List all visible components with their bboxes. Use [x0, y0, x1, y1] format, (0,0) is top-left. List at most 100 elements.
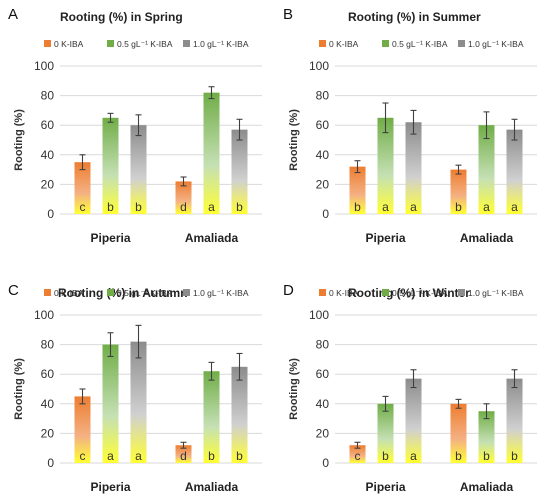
legend-swatch-2	[458, 40, 465, 47]
bar-piperia-series-2	[130, 125, 147, 214]
y-tick-label-60: 60	[41, 367, 55, 381]
legend-label-0: 0 K-IBA	[54, 288, 84, 298]
y-axis-label: Rooting (%)	[13, 358, 25, 420]
y-tick-label-80: 80	[316, 338, 330, 352]
error-bar-amaliada-series-0	[180, 176, 187, 187]
sig-letter-piperia-series-2: a	[410, 200, 417, 214]
legend-swatch-0	[44, 289, 51, 296]
category-label-piperia: Piperia	[365, 480, 405, 494]
legend-label-2: 1.0 gL⁻¹ K-IBA	[193, 288, 249, 298]
sig-letter-amaliada-series-1: b	[483, 449, 490, 463]
bar-amaliada-series-2	[231, 129, 248, 214]
legend-label-0: 0 K-IBA	[54, 39, 84, 49]
legend-label-1: 0.5 gL⁻¹ K-IBA	[117, 39, 173, 49]
sig-letter-amaliada-series-1: a	[208, 200, 215, 214]
error-bar-amaliada-series-1	[208, 361, 215, 381]
y-tick-label-80: 80	[41, 89, 55, 103]
legend-label-2: 1.0 gL⁻¹ K-IBA	[468, 288, 524, 298]
error-bar-amaliada-series-2	[236, 352, 243, 381]
y-tick-label-60: 60	[41, 118, 55, 132]
panel-title-a: Rooting (%) in Spring	[60, 10, 183, 24]
y-tick-label-100: 100	[309, 59, 329, 73]
y-tick-label-100: 100	[309, 308, 329, 322]
error-bar-amaliada-series-0	[455, 164, 462, 175]
bar-amaliada-series-1	[478, 125, 495, 214]
y-tick-label-0: 0	[322, 207, 329, 221]
y-axis-label: Rooting (%)	[288, 358, 300, 420]
y-tick-label-40: 40	[316, 397, 330, 411]
sig-letter-piperia-series-2: a	[135, 449, 142, 463]
y-axis-label: Rooting (%)	[288, 109, 300, 171]
sig-letter-piperia-series-1: b	[382, 449, 389, 463]
error-bar-amaliada-series-0	[455, 398, 462, 409]
legend-label-1: 0.5 gL⁻¹ K-IBA	[117, 288, 173, 298]
legend-label-0: 0 K-IBA	[329, 39, 359, 49]
bar-piperia-series-1	[102, 117, 119, 214]
category-label-amaliada: Amaliada	[460, 231, 514, 245]
error-bar-piperia-series-0	[354, 160, 361, 174]
y-tick-label-20: 20	[316, 177, 330, 191]
error-bar-piperia-series-2	[135, 114, 142, 137]
y-tick-label-60: 60	[316, 118, 330, 132]
bar-piperia-series-1	[102, 344, 119, 463]
y-tick-label-0: 0	[47, 456, 54, 470]
bar-piperia-series-2	[130, 341, 147, 463]
legend-swatch-1	[107, 40, 114, 47]
panel-title-c: Rooting (%) in Autumn	[58, 286, 188, 300]
error-bar-amaliada-series-2	[236, 118, 243, 141]
sig-letter-amaliada-series-2: b	[511, 449, 518, 463]
error-bar-piperia-series-0	[79, 388, 86, 405]
bar-amaliada-series-1	[203, 371, 220, 463]
error-bar-piperia-series-0	[79, 154, 86, 171]
y-tick-label-80: 80	[41, 338, 55, 352]
legend-label-2: 1.0 gL⁻¹ K-IBA	[468, 39, 524, 49]
error-bar-amaliada-series-1	[483, 111, 490, 140]
panel-letter-d: D	[283, 282, 294, 299]
bar-amaliada-series-1	[478, 411, 495, 463]
legend-swatch-0	[44, 40, 51, 47]
y-tick-label-0: 0	[47, 207, 54, 221]
legend-swatch-1	[382, 40, 389, 47]
bar-piperia-series-0	[349, 445, 366, 463]
legend-label-1: 0.5 gL⁻¹ K-IBA	[392, 39, 448, 49]
bar-amaliada-series-0	[175, 445, 192, 463]
sig-letter-piperia-series-0: b	[354, 200, 361, 214]
y-tick-label-100: 100	[34, 308, 54, 322]
bar-amaliada-series-2	[506, 129, 523, 214]
panel-letter-b: B	[283, 6, 294, 23]
legend-swatch-1	[107, 289, 114, 296]
sig-letter-amaliada-series-0: d	[180, 449, 187, 463]
category-label-amaliada: Amaliada	[185, 231, 239, 245]
error-bar-amaliada-series-2	[511, 118, 518, 141]
sig-letter-amaliada-series-0: b	[455, 449, 462, 463]
sig-letter-amaliada-series-2: a	[511, 200, 518, 214]
bar-amaliada-series-0	[450, 403, 467, 463]
legend-swatch-1	[382, 289, 389, 296]
legend-label-0: 0 K-IBA	[329, 288, 359, 298]
bar-piperia-series-2	[405, 122, 422, 214]
error-bar-piperia-series-1	[382, 102, 389, 134]
y-tick-label-40: 40	[41, 148, 55, 162]
error-bar-amaliada-series-2	[511, 369, 518, 389]
y-tick-label-0: 0	[322, 456, 329, 470]
bar-amaliada-series-0	[450, 169, 467, 214]
y-tick-label-20: 20	[41, 177, 55, 191]
legend-swatch-2	[183, 289, 190, 296]
sig-letter-piperia-series-1: a	[382, 200, 389, 214]
sig-letter-amaliada-series-1: b	[208, 449, 215, 463]
sig-letter-piperia-series-0: c	[80, 200, 86, 214]
y-tick-label-20: 20	[316, 426, 330, 440]
legend-label-2: 1.0 gL⁻¹ K-IBA	[193, 39, 249, 49]
panel-letter-a: A	[8, 6, 19, 23]
bar-piperia-series-0	[74, 396, 91, 463]
category-label-amaliada: Amaliada	[460, 480, 514, 494]
error-bar-piperia-series-2	[135, 324, 142, 359]
category-label-piperia: Piperia	[90, 480, 130, 494]
y-axis-label: Rooting (%)	[13, 109, 25, 171]
panel-title-b: Rooting (%) in Summer	[348, 10, 481, 24]
sig-letter-amaliada-series-1: a	[483, 200, 490, 214]
error-bar-piperia-series-2	[410, 109, 417, 135]
error-bar-piperia-series-1	[107, 332, 114, 357]
bar-piperia-series-1	[377, 403, 394, 463]
bar-amaliada-series-0	[175, 181, 192, 214]
